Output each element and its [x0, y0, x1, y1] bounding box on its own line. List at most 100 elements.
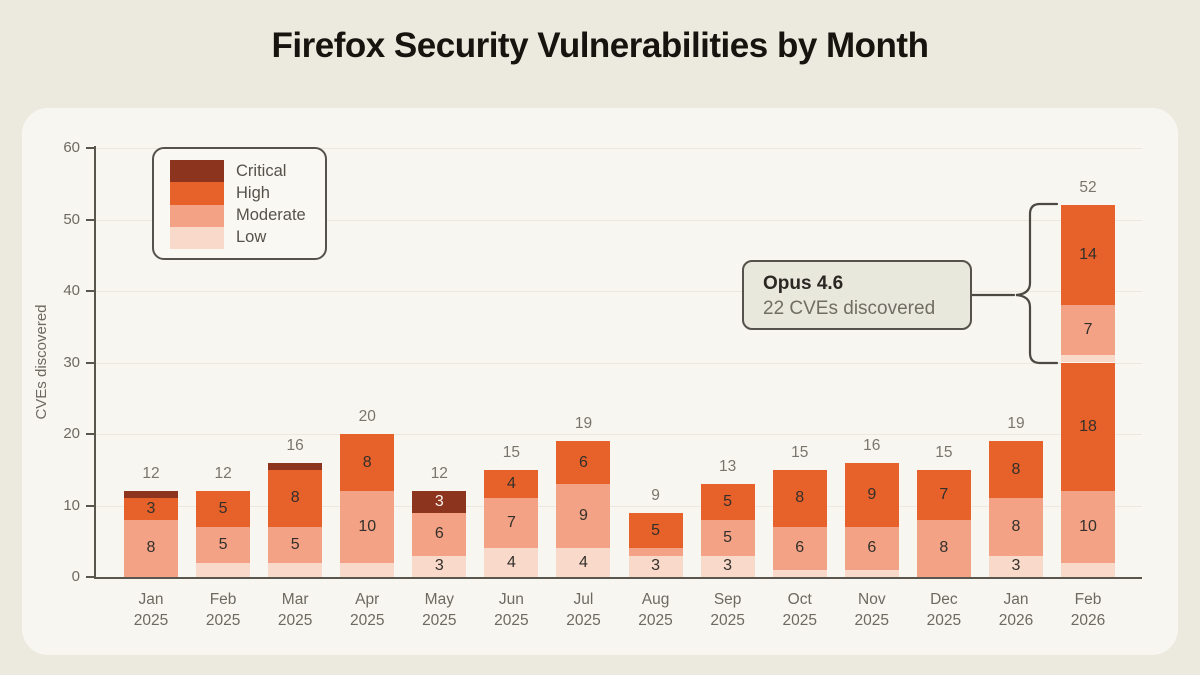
bar-total-label: 12	[214, 465, 232, 483]
legend-label-high: High	[236, 183, 270, 202]
y-tick-label: 0	[71, 568, 80, 585]
x-tick-label: Feb 2026	[1070, 591, 1106, 629]
y-tick-label: 60	[63, 139, 80, 156]
legend-label-critical: Critical	[236, 161, 287, 180]
segment-value-label: 4	[506, 475, 516, 493]
bar-segment-moderate-feb-2026: 7	[1061, 305, 1116, 356]
bar-segment-moderate-jun-2025: 7	[484, 498, 539, 549]
bar-segment-low-jun-2025: 4	[484, 548, 539, 577]
bar-segment-moderate-mar-2025: 5	[268, 526, 323, 563]
bar-segment-moderate-jan-2025: 8	[124, 519, 178, 577]
bar-total-label: 12	[430, 465, 448, 483]
x-tick-label: Feb 2025	[205, 591, 241, 629]
bar-segment-low-jul-2025: 4	[556, 548, 611, 577]
segment-value-label: 4	[506, 553, 516, 571]
bar-total-label: 15	[791, 443, 809, 461]
bar-total-label: 16	[286, 436, 304, 454]
annotation-subtitle: 22 CVEs discovered	[763, 298, 936, 319]
x-tick-label: Sep 2025	[710, 591, 745, 629]
legend-label-moderate: Moderate	[236, 206, 306, 225]
legend-swatch-moderate	[170, 204, 224, 227]
bar-total-label: 19	[574, 415, 593, 433]
chart-title: Firefox Security Vulnerabilities by Mont…	[271, 26, 929, 65]
bar-segment-moderate-sep-2025: 5	[700, 519, 755, 556]
bar-segment-high-aug-2025: 5	[628, 512, 683, 549]
y-axis-tick	[86, 433, 95, 435]
x-tick-label: Nov 2025	[854, 591, 890, 629]
bar-segment-high-sep-2025: 5	[700, 484, 755, 520]
legend-label-low: Low	[236, 228, 267, 247]
segment-value-label: 7	[1083, 321, 1093, 339]
bar-total-label: 16	[863, 436, 881, 454]
bar-segment-critical-may-2025: 3	[412, 491, 467, 513]
bar-segment-low-aug-2025: 3	[628, 555, 683, 577]
segment-value-label: 3	[651, 557, 660, 575]
y-axis-tick	[86, 361, 95, 364]
x-tick-label: Jan 2026	[998, 591, 1034, 629]
segment-value-label: 8	[1011, 460, 1021, 478]
segment-value-label: 5	[218, 500, 228, 518]
x-tick-label: Dec 2025	[926, 591, 962, 629]
segment-value-label: 8	[146, 539, 156, 557]
bar-segment-low-nov-2025	[844, 569, 899, 577]
x-tick-label: Jun 2025	[494, 591, 529, 629]
segment-value-label: 10	[1079, 517, 1097, 535]
bar-segment-moderate-feb-2026: 10	[1061, 491, 1116, 563]
y-axis-tick	[86, 290, 95, 292]
bar-segment-high-apr-2025: 8	[340, 434, 395, 492]
bar-segment-high-oct-2025: 8	[772, 469, 827, 527]
bar-segment-moderate-jan-2026: 8	[988, 498, 1043, 556]
segment-value-label: 7	[506, 514, 516, 532]
bar-segment-moderate-feb-2025: 5	[196, 526, 251, 563]
bar-segment-low-feb-2026	[1061, 355, 1116, 363]
x-tick-label: Apr 2025	[349, 591, 385, 629]
bar-segment-high-feb-2025: 5	[196, 491, 251, 527]
bar-segment-moderate-aug-2025	[628, 548, 683, 556]
gridline	[96, 291, 1142, 292]
bar-segment-high-mar-2025: 8	[268, 469, 323, 527]
annotation-callout: Opus 4.6 22 CVEs discovered	[742, 260, 972, 330]
bar-segment-moderate-apr-2025: 10	[340, 491, 395, 563]
bar-segment-high-nov-2025: 9	[844, 462, 899, 527]
bar-segment-high-dec-2025: 7	[916, 469, 971, 520]
bar-segment-critical-mar-2025	[268, 462, 323, 470]
bar-segment-moderate-dec-2025: 8	[916, 519, 971, 577]
segment-value-label: 10	[358, 517, 377, 535]
annotation-title: Opus 4.6	[763, 273, 844, 294]
bar-segment-moderate-oct-2025: 6	[772, 526, 827, 570]
segment-value-label: 8	[362, 453, 372, 471]
legend: Critical High Moderate Low	[152, 147, 327, 260]
gridline	[96, 505, 1142, 507]
segment-value-label: 4	[579, 553, 588, 571]
segment-value-label: 3	[146, 500, 156, 518]
bar-segment-critical-jan-2025	[124, 491, 178, 499]
y-axis-tick	[86, 147, 95, 149]
segment-value-label: 8	[939, 539, 949, 557]
legend-swatch-low	[170, 226, 224, 249]
bar-segment-moderate-nov-2025: 6	[844, 526, 899, 570]
segment-value-label: 3	[434, 557, 444, 575]
gridline	[96, 219, 1142, 221]
bar-segment-high-jul-2025: 6	[556, 441, 611, 485]
y-tick-label: 20	[63, 425, 80, 442]
legend-swatch-critical	[170, 160, 224, 183]
x-axis-line	[94, 577, 1142, 579]
y-axis-label: CVEs discovered	[33, 304, 50, 420]
bar-segment-high-jun-2025: 4	[484, 469, 539, 499]
gridline	[96, 148, 1142, 149]
y-axis-line	[94, 146, 96, 577]
x-tick-label: Jan 2025	[133, 591, 169, 629]
segment-value-label: 5	[723, 492, 733, 510]
bar-segment-low-sep-2025: 3	[700, 555, 755, 577]
y-axis-tick	[86, 576, 95, 578]
segment-value-label: 3	[434, 492, 444, 510]
x-tick-label: May 2025	[422, 591, 457, 629]
y-tick-label: 40	[63, 282, 80, 299]
segment-value-label: 8	[1011, 517, 1021, 535]
segment-value-label: 9	[579, 507, 588, 525]
bar-segment-low-feb-2025	[196, 562, 251, 577]
bar-segment-low-may-2025: 3	[412, 555, 467, 577]
bar-segment-high-feb-2026: 14	[1061, 205, 1116, 306]
bar-total-label: 15	[502, 443, 521, 461]
bar-segment-moderate-jul-2025: 9	[556, 484, 611, 549]
